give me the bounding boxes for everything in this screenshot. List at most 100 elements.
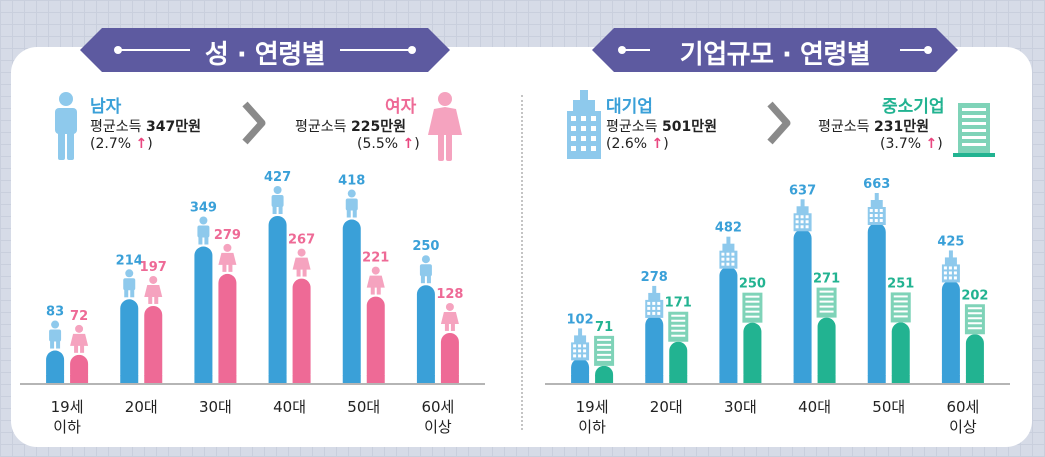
male-icon [49, 320, 62, 349]
panel-divider [521, 95, 523, 430]
large-company-bar [867, 223, 886, 383]
category-label: 20대 [650, 398, 683, 416]
male-bar-base [342, 375, 361, 383]
small-company-value-label: 250 [739, 277, 766, 292]
large-company-bar-base [793, 375, 812, 383]
male-icon [419, 255, 432, 284]
male-bar [416, 285, 435, 383]
category-label: 50대 [347, 398, 380, 416]
ribbon-line [120, 49, 190, 51]
male-bar-base [120, 375, 139, 383]
large-company-icon [719, 236, 738, 269]
female-bar-base [70, 375, 89, 383]
female-icon [366, 266, 385, 295]
large-company-icon [867, 193, 886, 225]
large-company-bar-base [719, 375, 738, 383]
large-company-value-label: 663 [863, 177, 890, 192]
small-company-value-label: 71 [595, 320, 613, 335]
small-company-value-label: 202 [961, 288, 988, 303]
category-label: 이상 [424, 418, 452, 436]
large-company-bar-base [571, 375, 590, 383]
gender-age-title: 성 · 연령별 [204, 40, 326, 70]
female-income: 평균소득 225만원 [295, 119, 406, 135]
large-company-bar-base [867, 375, 886, 383]
category-label: 30대 [724, 398, 757, 416]
female-value-label: 279 [214, 228, 241, 243]
male-icon [271, 186, 284, 214]
male-bar-base [194, 375, 213, 383]
male-value-label: 250 [412, 239, 439, 254]
small-company-bar-base [891, 375, 910, 383]
female-icon [218, 243, 237, 272]
female-bar-base [292, 375, 311, 383]
female-value-label: 128 [436, 287, 463, 302]
small-company-change: (3.7% ↑) [880, 136, 943, 152]
male-value-label: 214 [116, 253, 143, 268]
ribbon-line [624, 49, 650, 51]
male-value-label: 427 [264, 170, 291, 185]
female-change: (5.5% ↑) [357, 136, 420, 152]
up-arrow-icon: ↑ [135, 136, 148, 152]
large-company-value-label: 102 [567, 312, 594, 327]
large-company-label: 대기업 [606, 97, 653, 117]
female-bar-base [440, 375, 459, 383]
small-company-bar-base [595, 375, 614, 383]
up-arrow-icon: ↑ [402, 136, 415, 152]
large-company-bar-base [941, 375, 960, 383]
female-bar [440, 332, 459, 383]
female-value-label: 197 [140, 260, 167, 275]
male-bar-base [46, 375, 65, 383]
small-company-bar-base [743, 375, 762, 383]
male-bar-base [268, 375, 287, 383]
small-company-bar [669, 341, 688, 383]
female-icon [144, 275, 163, 304]
ribbon-dot [408, 46, 416, 54]
male-bar-base [416, 375, 435, 383]
large-company-change: (2.6% ↑) [606, 136, 669, 152]
male-bar [268, 216, 287, 383]
male-icon [345, 189, 358, 218]
male-value-label: 83 [46, 305, 64, 320]
female-bar-base [366, 375, 385, 383]
male-label: 남자 [90, 97, 122, 117]
female-bar-base [218, 375, 237, 383]
small-company-icon [816, 287, 837, 318]
large-company-icon [793, 199, 812, 232]
female-value-label: 267 [288, 233, 315, 248]
small-company-label: 중소기업 [882, 97, 945, 117]
small-company-income: 평균소득 231만원 [818, 119, 929, 135]
large-company-income: 평균소득 501만원 [606, 119, 717, 135]
small-company-bar-base [965, 375, 984, 383]
gender-age-ribbon: 성 · 연령별 [80, 28, 450, 72]
small-company-bar-base [669, 375, 688, 383]
female-label: 여자 [385, 97, 417, 117]
large-company-value-label: 278 [641, 270, 668, 285]
category-label: 40대 [798, 398, 831, 416]
small-company-icon [890, 292, 911, 323]
small-company-icon [668, 311, 689, 342]
small-company-value-label: 251 [887, 276, 914, 291]
female-value-label: 221 [362, 251, 389, 266]
female-bar [144, 305, 163, 383]
female-bar [292, 278, 311, 383]
large-company-value-label: 482 [715, 221, 742, 236]
small-company-icon [964, 304, 985, 335]
male-bar [120, 299, 139, 383]
category-label: 19세 [576, 398, 609, 416]
female-value-label: 72 [70, 309, 88, 324]
male-icon [197, 216, 210, 245]
female-icon [292, 248, 311, 277]
male-bar [342, 219, 361, 383]
small-company-bar-base [817, 375, 836, 383]
category-label: 40대 [273, 398, 306, 416]
ribbon-line [900, 49, 926, 51]
large-company-bar [941, 280, 960, 383]
ribbon-line [340, 49, 410, 51]
female-bar [366, 296, 385, 383]
category-label: 이상 [949, 418, 977, 436]
female-icon [70, 324, 89, 353]
large-company-bar-base [645, 375, 664, 383]
category-label: 20대 [125, 398, 158, 416]
